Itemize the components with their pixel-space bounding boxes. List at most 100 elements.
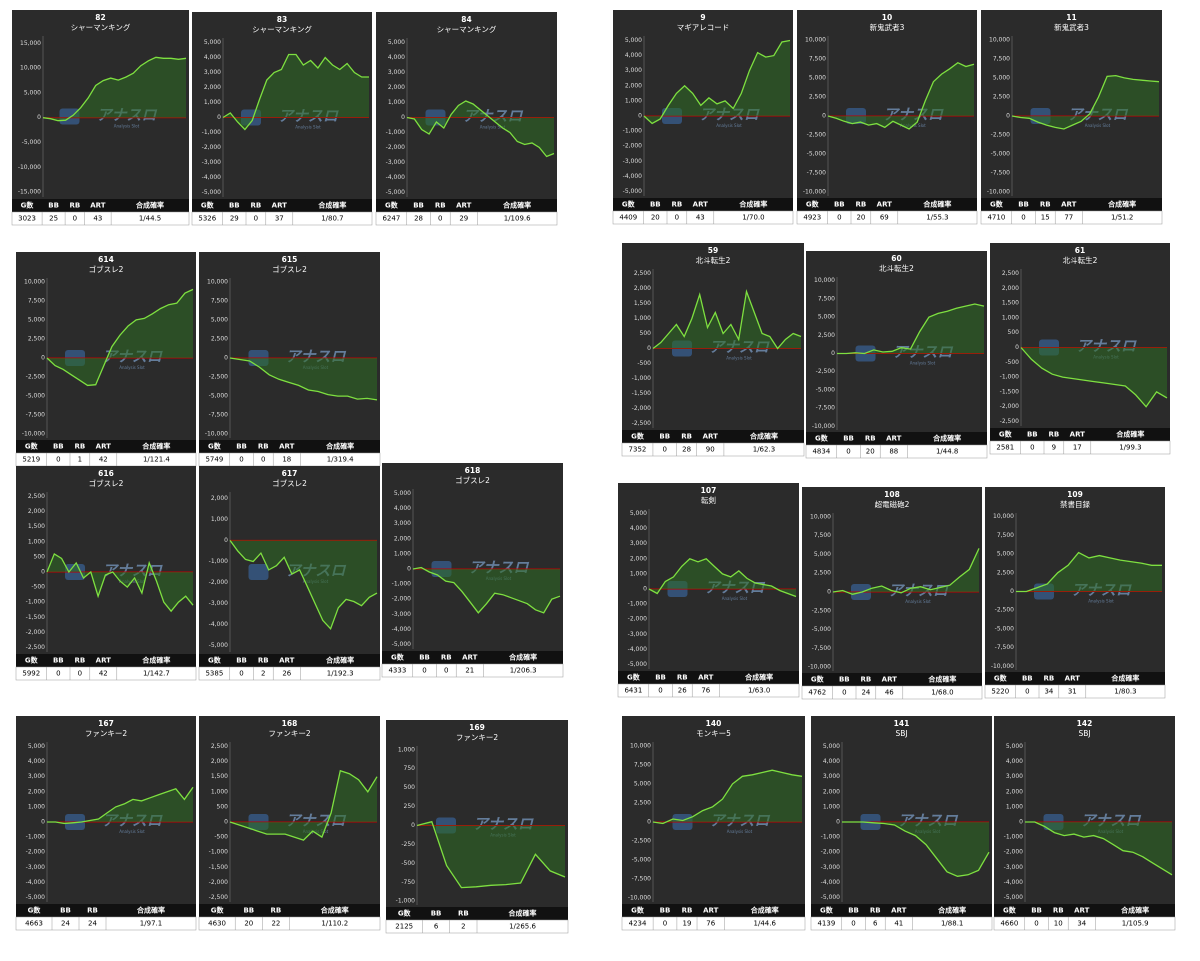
chart-number: 61 [1075, 246, 1085, 255]
chart-number: 83 [277, 15, 287, 24]
y-tick-label: 3,000 [823, 773, 840, 780]
table-cell: 0 [78, 670, 82, 678]
line [1020, 347, 1168, 408]
y-tick-label: -4,000 [628, 646, 648, 653]
table-cell: 0 [663, 920, 667, 928]
table-header: BB [848, 907, 859, 915]
y-tick-label: 1,000 [211, 788, 228, 795]
y-tick-label: -2,500 [632, 838, 652, 845]
chart-name: 超電磁砲2 [875, 499, 910, 509]
y-tick-label: 10,000 [805, 36, 826, 43]
chart-number: 141 [894, 719, 910, 728]
y-tick-label: 10,000 [993, 513, 1014, 520]
y-tick-label: -250 [401, 841, 415, 848]
table-header: RB [681, 433, 692, 441]
y-tick-label: -1,000 [386, 129, 406, 136]
table-row-bg [810, 916, 993, 931]
panel-bg [16, 716, 196, 930]
y-tick-label: -4,000 [392, 626, 412, 633]
table-header: 合成確率 [750, 906, 779, 915]
table-header-bg [618, 671, 799, 684]
table-cell: 42 [99, 456, 108, 464]
table-cell: 0 [675, 214, 679, 222]
area [43, 57, 186, 121]
y-tick-label: -2,500 [209, 374, 229, 381]
table-header: G数 [208, 442, 222, 451]
table-header: G数 [806, 200, 820, 209]
y-tick-label: 3,000 [630, 540, 647, 547]
watermark-sub: Analysis Slot [716, 123, 742, 128]
y-tick-label: -5,000 [26, 894, 46, 901]
y-tick-label: 2,500 [211, 743, 228, 750]
table-cell: 28 [682, 446, 691, 454]
table-cell: 24 [861, 689, 870, 697]
chart-number: 617 [282, 469, 298, 478]
y-tick-label: 10,000 [989, 36, 1010, 43]
table-row-bg [980, 210, 1163, 225]
table-header: ART [456, 202, 471, 210]
table-cell: 1/44.8 [936, 448, 958, 456]
table-row-bg [989, 440, 1171, 455]
y-tick-label: -5,000 [632, 857, 652, 864]
table-header: RB [1049, 431, 1060, 439]
watermark-sub: Analysis Slot [910, 361, 936, 366]
table-header-bg [386, 907, 568, 920]
line [652, 769, 803, 825]
y-tick-label: -2,500 [26, 644, 46, 651]
table-header: G数 [994, 674, 1008, 683]
panel-bg [192, 12, 372, 225]
table-header-bg [802, 673, 982, 686]
table-header: RB [69, 202, 80, 210]
y-tick-label: -1,000 [632, 375, 652, 382]
table-header: G数 [25, 656, 39, 665]
table-header: BB [1018, 201, 1029, 209]
y-tick-label: -5,000 [1004, 894, 1024, 901]
table-header: G数 [811, 675, 825, 684]
table-cell: 0 [663, 446, 667, 454]
chart-number: 140 [706, 719, 722, 728]
area [413, 567, 560, 613]
area [1016, 552, 1162, 592]
table-cell: 46 [885, 689, 894, 697]
y-tick-label: 5,000 [394, 490, 411, 497]
line [842, 821, 990, 877]
table-cell: 5220 [991, 688, 1009, 696]
y-tick-label: -2,000 [628, 616, 648, 623]
y-tick-label: 2,500 [211, 335, 228, 342]
table-header: BB [1027, 431, 1038, 439]
y-tick-label: -2,000 [26, 629, 46, 636]
y-tick-label: 7,500 [28, 297, 45, 304]
table-header: RB [87, 907, 98, 915]
y-tick-label: 1,500 [28, 523, 45, 530]
y-tick-label: 0 [1015, 344, 1019, 351]
chart-number: 107 [701, 486, 717, 495]
chart-name: 北斗転生2 [1063, 255, 1098, 265]
table-row-bg [375, 211, 558, 226]
chart-name: ファンキー2 [85, 729, 127, 738]
chart-name: 禁書目録 [1060, 499, 1090, 509]
y-tick-label: 2,000 [388, 84, 405, 91]
y-tick-label: -10,000 [22, 431, 45, 438]
y-tick-label: -1,000 [396, 898, 416, 905]
table-cell: 4409 [619, 214, 637, 222]
y-tick-label: 0 [647, 819, 651, 826]
table-header: 合成確率 [508, 909, 537, 918]
area [230, 770, 377, 841]
table-cell: 34 [1044, 688, 1053, 696]
y-tick-label: -2,500 [26, 374, 46, 381]
table-cell: 1 [78, 456, 82, 464]
y-tick-label: 2,500 [809, 93, 826, 100]
y-tick-label: 15,000 [20, 40, 41, 47]
y-tick-label: 2,000 [211, 758, 228, 765]
y-tick-label: 2,500 [28, 335, 45, 342]
table-header: G数 [28, 906, 42, 915]
y-tick-label: -7,500 [995, 644, 1015, 651]
table-header: ART [703, 907, 718, 915]
y-tick-label: 3,000 [388, 69, 405, 76]
y-tick-label: 1,000 [28, 538, 45, 545]
y-tick-label: -2,500 [812, 607, 832, 614]
